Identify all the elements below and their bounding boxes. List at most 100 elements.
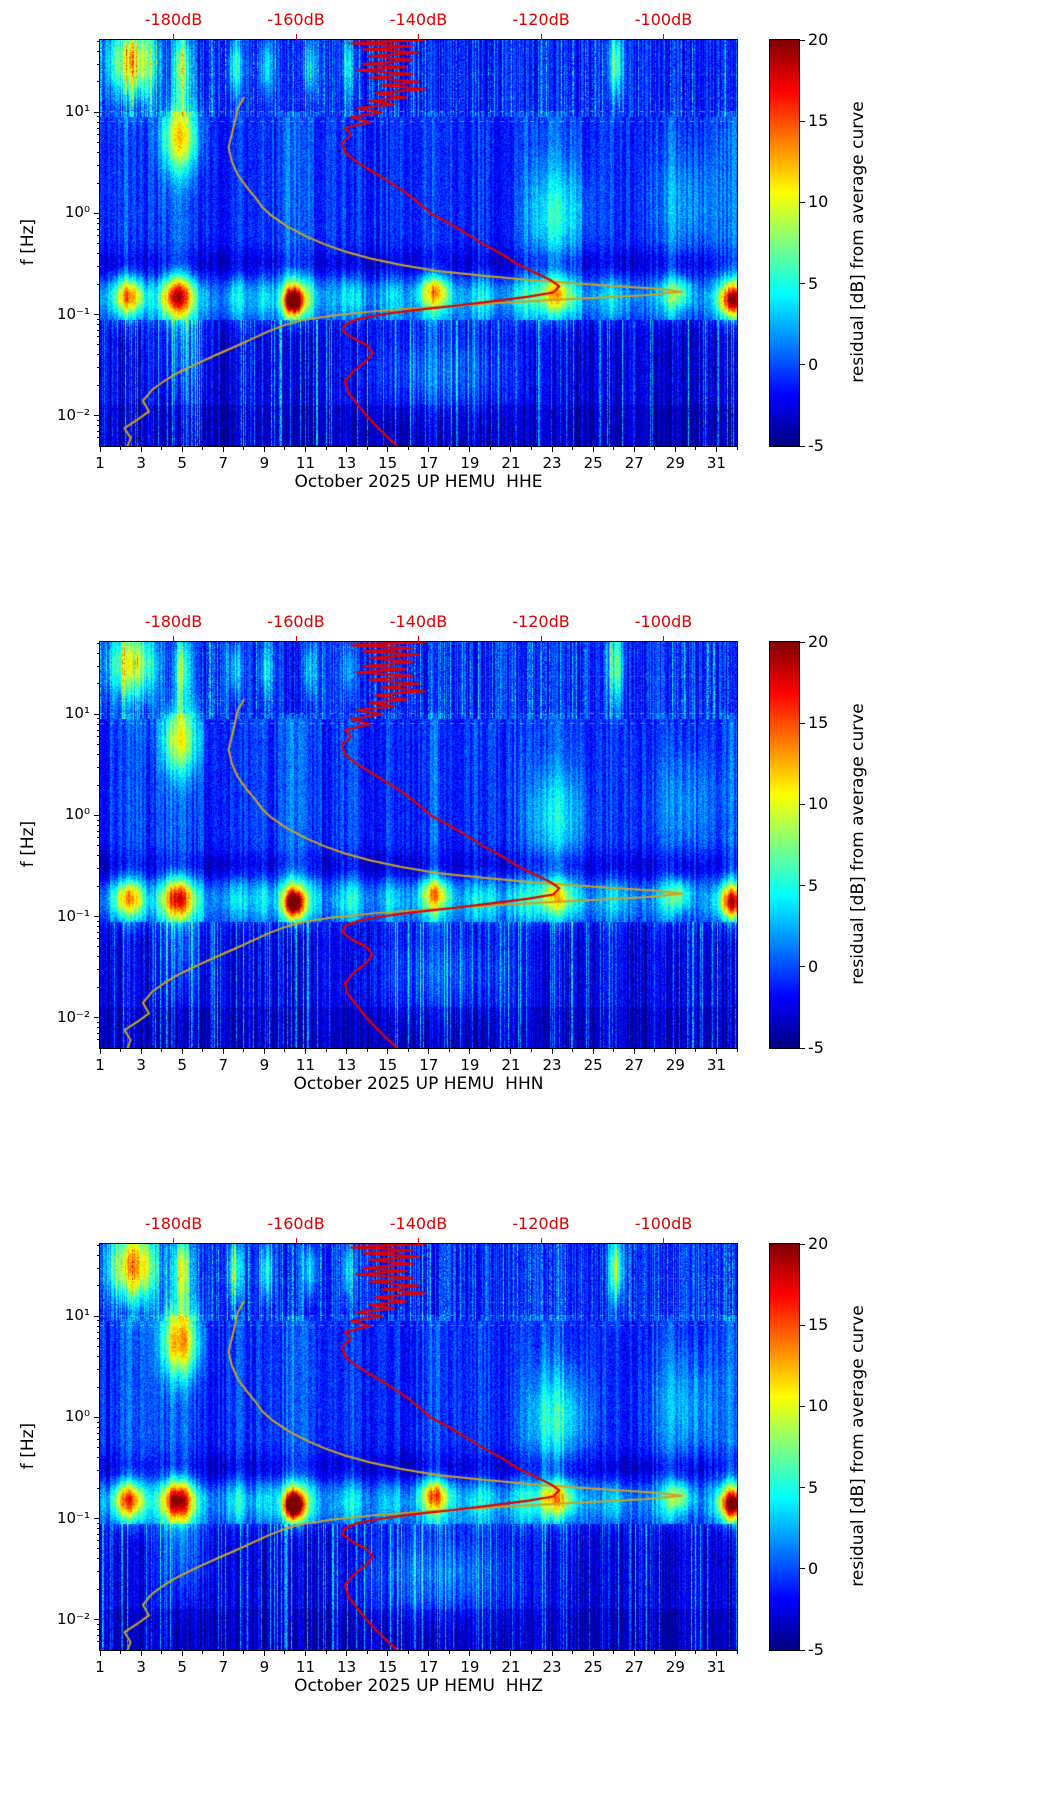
x-minor-tick-mark	[120, 1049, 122, 1052]
x-minor-tick-mark	[407, 1049, 409, 1052]
y-minor-tick-mark	[97, 1421, 100, 1423]
x-tick-label: 21	[501, 1658, 521, 1676]
spectrogram-heatmap-canvas	[100, 642, 737, 1048]
top-axis-label: -160dB	[267, 612, 325, 631]
top-axis-tick-mark	[663, 34, 664, 40]
x-tick-label: 5	[177, 1056, 187, 1074]
y-minor-tick-mark	[97, 222, 100, 224]
x-tick-label: 1	[95, 1658, 105, 1676]
y-minor-tick-mark	[97, 243, 100, 245]
y-minor-tick-mark	[97, 665, 100, 667]
x-tick-label: 21	[501, 1056, 521, 1074]
y-minor-tick-mark	[97, 1338, 100, 1340]
y-minor-tick-mark	[97, 1522, 100, 1524]
x-minor-tick-mark	[654, 1049, 656, 1052]
y-minor-tick-mark	[97, 830, 100, 832]
x-tick-label: 13	[337, 1658, 357, 1676]
x-minor-tick-mark	[120, 1651, 122, 1654]
y-minor-tick-mark	[97, 1026, 100, 1028]
x-minor-tick-mark	[325, 447, 327, 450]
x-axis-title: October 2025 UP HEMU HHN	[293, 1074, 544, 1094]
x-minor-tick-mark	[531, 447, 533, 450]
x-minor-tick-mark	[325, 1651, 327, 1654]
x-tick-mark	[181, 1049, 183, 1054]
x-tick-label: 9	[259, 1056, 270, 1074]
y-minor-tick-mark	[97, 968, 100, 970]
x-minor-tick-mark	[654, 1651, 656, 1654]
y-tick-mark	[94, 713, 100, 715]
colorbar-tick-mark	[800, 641, 805, 643]
top-axis-label: -140dB	[389, 1214, 448, 1233]
x-minor-tick-mark	[489, 447, 491, 450]
x-minor-tick-mark	[695, 1049, 697, 1052]
y-minor-tick-mark	[97, 1634, 100, 1636]
x-tick-label: 23	[542, 1056, 562, 1074]
x-minor-tick-mark	[448, 1651, 450, 1654]
colorbar-tick-mark	[800, 283, 805, 285]
y-minor-tick-mark	[97, 653, 100, 655]
top-axis-tick-mark	[418, 34, 419, 40]
y-minor-tick-mark	[97, 217, 100, 219]
y-minor-tick-mark	[97, 1641, 100, 1643]
y-minor-tick-mark	[97, 164, 100, 166]
y-minor-tick-mark	[97, 1245, 100, 1247]
y-tick-label: 10¹	[64, 1306, 90, 1325]
x-tick-label: 29	[665, 454, 685, 472]
y-minor-tick-mark	[97, 366, 100, 368]
colorbar-tick-mark	[800, 1487, 805, 1489]
y-minor-tick-mark	[97, 1325, 100, 1327]
spectrogram-plot-area	[99, 39, 738, 447]
y-minor-tick-mark	[97, 235, 100, 237]
y-minor-tick-mark	[97, 1487, 100, 1489]
y-minor-tick-mark	[97, 683, 100, 685]
x-tick-mark	[715, 1651, 717, 1656]
y-minor-tick-mark	[97, 323, 100, 325]
top-axis-label: -140dB	[389, 612, 448, 631]
y-minor-tick-mark	[97, 736, 100, 738]
y-tick-label: 10⁻¹	[56, 1508, 90, 1527]
y-minor-tick-mark	[97, 424, 100, 426]
y-tick-mark	[94, 415, 100, 417]
top-axis-tick-mark	[663, 636, 664, 642]
spectrogram-heatmap-canvas	[100, 1244, 737, 1650]
top-axis-tick-mark	[540, 636, 542, 642]
y-tick-mark	[94, 1315, 100, 1317]
y-tick-label: 10⁻²	[56, 405, 90, 424]
x-tick-label: 23	[542, 454, 562, 472]
x-minor-tick-mark	[202, 1049, 204, 1052]
y-minor-tick-mark	[97, 1368, 100, 1370]
colorbar-axis-label: residual [dB] from average curve	[848, 1305, 868, 1587]
top-axis-label: -160dB	[267, 10, 325, 29]
y-minor-tick-mark	[97, 938, 100, 940]
x-tick-label: 19	[460, 1658, 480, 1676]
x-tick-mark	[551, 1049, 553, 1054]
y-minor-tick-mark	[97, 318, 100, 320]
x-tick-label: 9	[259, 454, 270, 472]
y-minor-tick-mark	[97, 344, 100, 346]
y-tick-mark	[94, 111, 100, 113]
y-minor-tick-mark	[97, 228, 100, 230]
x-tick-mark	[592, 1049, 594, 1054]
y-minor-tick-mark	[97, 1032, 100, 1034]
colorbar-tick-label: 10	[808, 192, 829, 212]
colorbar-tick-mark	[800, 1405, 805, 1407]
x-tick-mark	[674, 1651, 676, 1656]
x-minor-tick-mark	[695, 447, 697, 450]
y-tick-mark	[94, 314, 100, 315]
x-tick-mark	[428, 1049, 430, 1054]
y-minor-tick-mark	[97, 819, 100, 821]
x-tick-label: 29	[665, 1056, 685, 1074]
y-tick-mark	[94, 212, 100, 214]
x-tick-mark	[551, 447, 553, 452]
y-minor-tick-mark	[97, 430, 100, 432]
colorbar-tick-label: 5	[808, 875, 819, 895]
x-tick-mark	[222, 447, 224, 452]
y-minor-tick-mark	[97, 81, 100, 83]
y-axis-label: f [Hz]	[18, 218, 38, 266]
y-tick-mark	[94, 1017, 100, 1019]
y-minor-tick-mark	[97, 41, 100, 43]
x-minor-tick-mark	[448, 1049, 450, 1052]
top-axis-label: -140dB	[389, 10, 448, 29]
colorbar-tick-mark	[800, 364, 805, 366]
y-minor-tick-mark	[97, 127, 100, 129]
